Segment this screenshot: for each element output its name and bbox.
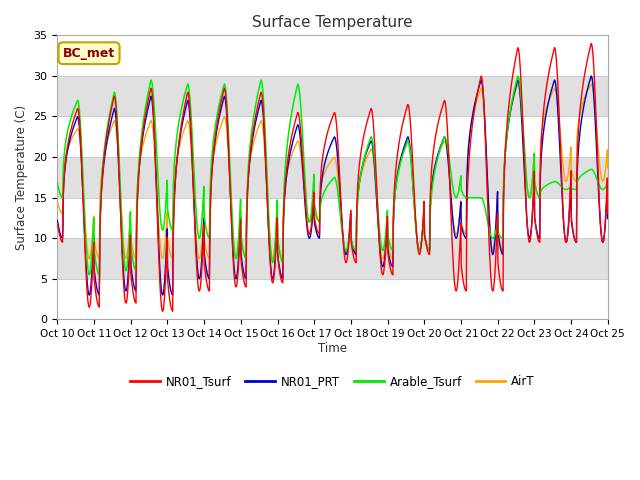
Bar (58, 198, 608, 238)
Bar (58, 279, 608, 319)
Text: BC_met: BC_met (63, 47, 115, 60)
Legend: NR01_Tsurf, NR01_PRT, Arable_Tsurf, AirT: NR01_Tsurf, NR01_PRT, Arable_Tsurf, AirT (125, 371, 540, 393)
X-axis label: Time: Time (318, 342, 347, 355)
Bar (58, 238, 608, 279)
Y-axis label: Surface Temperature (C): Surface Temperature (C) (15, 105, 28, 250)
Bar (58, 76, 608, 117)
Bar (58, 36, 608, 76)
Bar (58, 117, 608, 157)
Bar (58, 157, 608, 198)
Title: Surface Temperature: Surface Temperature (252, 15, 413, 30)
